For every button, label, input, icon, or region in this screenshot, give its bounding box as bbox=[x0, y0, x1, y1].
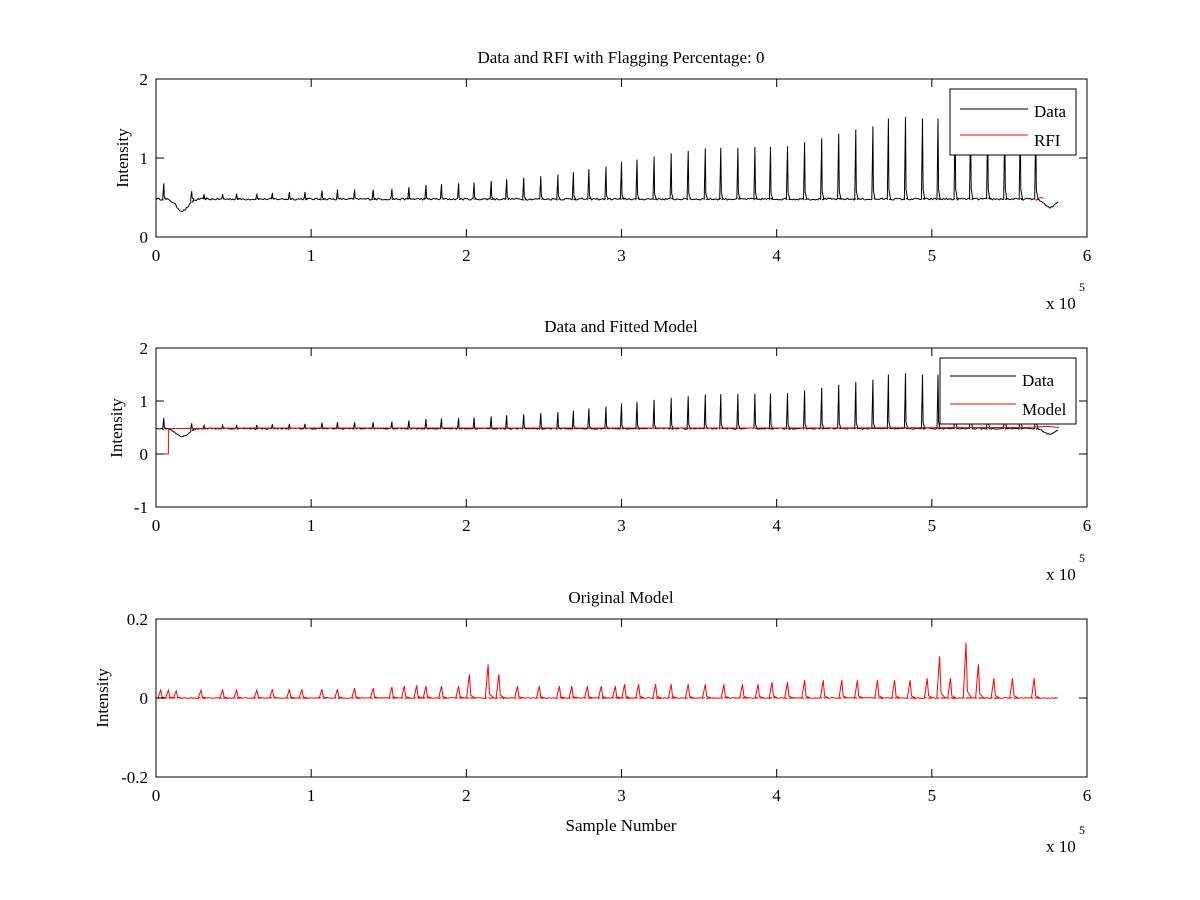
panel-2-xtick-label: 5 bbox=[928, 516, 937, 535]
panel-3-ylabel: Intensity bbox=[93, 668, 112, 728]
panel-2-xtick-label: 1 bbox=[307, 516, 316, 535]
panel-3-ytick-label: 0.2 bbox=[127, 610, 148, 629]
panel-2-xtick-label: 2 bbox=[462, 516, 471, 535]
panel-2-ytick-label: 0 bbox=[140, 445, 149, 464]
panel-3-series-model-line bbox=[156, 642, 1059, 699]
panel-1-plot-area: 0 1 2 3 4 5 6 0 1 2 bbox=[140, 70, 1092, 265]
panel-3-xtick-label: 3 bbox=[617, 786, 626, 805]
panel-2-xtick-label: 0 bbox=[152, 516, 161, 535]
panel-1-legend-label-data: Data bbox=[1034, 102, 1067, 121]
panel-1-series-group bbox=[156, 116, 1059, 213]
panel-2-xtick-label: 4 bbox=[772, 516, 781, 535]
panel-1-series-rfi-line bbox=[1037, 196, 1044, 200]
panel-3-x-exponent-base: x 10 bbox=[1046, 837, 1076, 856]
panel-1-ytick-label: 2 bbox=[140, 70, 149, 89]
panel-3-ytick-label: 0 bbox=[140, 689, 149, 708]
panel-3-xtick-label: 2 bbox=[462, 786, 471, 805]
panel-2-legend: Data Model bbox=[939, 357, 1077, 425]
panel-2-legend-box bbox=[939, 357, 1077, 425]
panel-1-xtick-label: 5 bbox=[928, 246, 937, 265]
panel-1-xtick-label: 0 bbox=[152, 246, 161, 265]
panel-1: Data and RFI with Flagging Percentage: 0… bbox=[113, 48, 1091, 313]
panel-2-x-exponent-base: x 10 bbox=[1046, 565, 1076, 584]
panel-2-ylabel: Intensity bbox=[107, 398, 126, 458]
panel-1-x-exponent-base: x 10 bbox=[1046, 294, 1076, 313]
panel-3-xtick-label: 0 bbox=[152, 786, 161, 805]
panel-1-legend-label-rfi: RFI bbox=[1034, 131, 1061, 150]
panel-2-x-exponent-power: 5 bbox=[1079, 551, 1085, 565]
panel-3-plot-area: 0 1 2 3 4 5 6-0.200.2 bbox=[121, 610, 1091, 805]
panel-3-ytick-label: -0.2 bbox=[121, 768, 148, 787]
panel-2-xtick-label: 6 bbox=[1083, 516, 1092, 535]
panel-1-xtick-label: 6 bbox=[1083, 246, 1092, 265]
panel-3-xtick-label: 1 bbox=[307, 786, 316, 805]
panel-2-ytick-label: 1 bbox=[140, 392, 149, 411]
panel-1-title: Data and RFI with Flagging Percentage: 0 bbox=[477, 48, 764, 67]
panel-2-xtick-label: 3 bbox=[617, 516, 626, 535]
panel-1-xtick-label: 4 bbox=[772, 246, 781, 265]
panel-2-series-data-line bbox=[156, 373, 1059, 438]
panel-2-title: Data and Fitted Model bbox=[544, 317, 698, 336]
panel-2-series-model-line bbox=[156, 425, 1060, 455]
panel-3-xtick-label: 4 bbox=[772, 786, 781, 805]
panel-3-xtick-label: 5 bbox=[928, 786, 937, 805]
panel-3-title: Original Model bbox=[568, 588, 674, 607]
panel-3: Original Model Intensity Sample Number 0… bbox=[93, 588, 1091, 856]
panel-2-series-group bbox=[156, 373, 1060, 455]
panel-2: Data and Fitted Model Intensity 0 1 2 3 4 5 6 -… bbox=[107, 317, 1091, 584]
panel-1-x-exponent-power: 5 bbox=[1079, 280, 1085, 294]
panel-2-legend-label-data: Data bbox=[1022, 371, 1055, 390]
panel-1-ytick-label: 1 bbox=[140, 149, 149, 168]
panel-2-ytick-label: -1 bbox=[134, 498, 148, 517]
panel-2-ytick-label: 2 bbox=[140, 339, 149, 358]
panel-3-xlabel: Sample Number bbox=[566, 816, 677, 835]
panel-3-xtick-label: 6 bbox=[1083, 786, 1092, 805]
panel-1-ytick-label: 0 bbox=[140, 228, 149, 247]
panel-2-legend-label-model: Model bbox=[1022, 400, 1067, 419]
panel-1-legend-box bbox=[949, 88, 1077, 156]
panel-1-xtick-label: 2 bbox=[462, 246, 471, 265]
panel-1-xtick-label: 1 bbox=[307, 246, 316, 265]
panel-3-x-exponent-power: 5 bbox=[1079, 823, 1085, 837]
panel-1-series-data-line bbox=[156, 116, 1059, 213]
panel-1-legend: Data RFI bbox=[949, 88, 1077, 156]
panel-1-ylabel: Intensity bbox=[113, 128, 132, 188]
panel-3-series-group bbox=[156, 642, 1059, 699]
panel-1-xtick-label: 3 bbox=[617, 246, 626, 265]
